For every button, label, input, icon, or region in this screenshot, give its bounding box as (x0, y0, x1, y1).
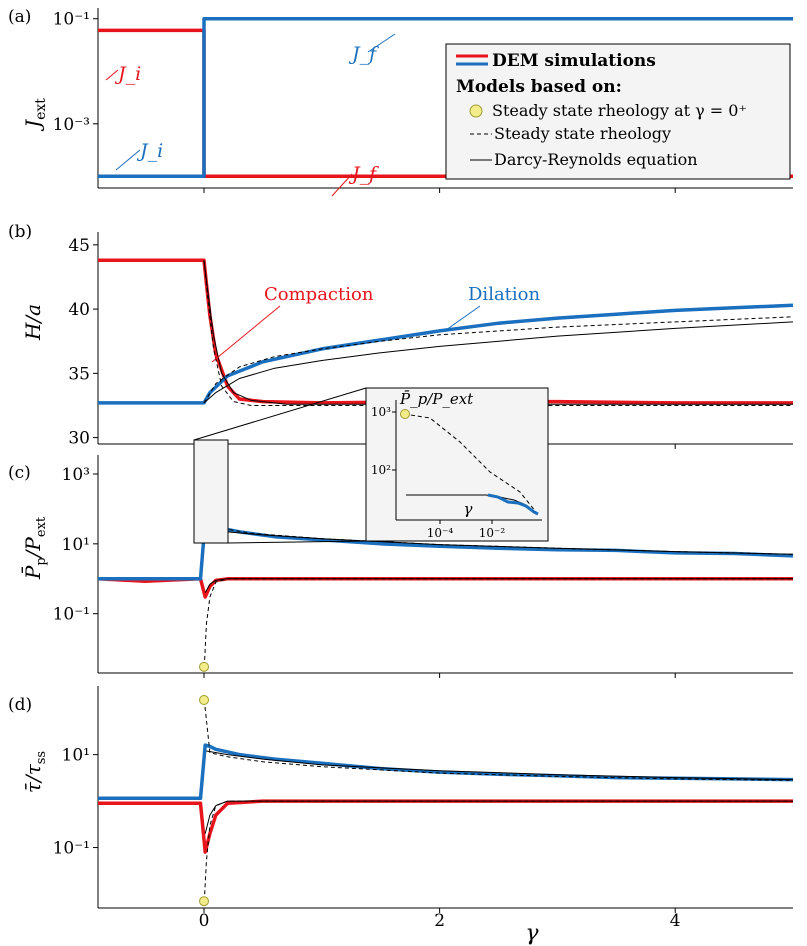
series-red-line (98, 799, 793, 854)
panel-d: 10¹ 10⁻¹ (53, 686, 794, 913)
x-tick-label: 2 (434, 911, 445, 931)
model-marker (199, 896, 210, 907)
ylabel-c: P̄p/Pext (20, 516, 49, 580)
annotation-compaction-pointer (211, 305, 281, 363)
model-marker (199, 694, 210, 705)
annotation-red-ji-pointer (105, 69, 119, 81)
panel-tag-a: (a) (8, 7, 31, 27)
inset-y-tick-label: 10³ (371, 405, 391, 419)
series-darcy-down-line (204, 578, 793, 593)
y-tick-label: 10¹ (62, 746, 90, 766)
ylabel-b: H/a (21, 304, 45, 341)
y-tick-label: 10⁻¹ (53, 10, 90, 30)
x-tick-label: 4 (670, 911, 681, 931)
annotation-blue-ji-pointer (115, 149, 141, 171)
legend-steady: Steady state rheology (494, 124, 671, 143)
series-darcy-up-line (203, 321, 794, 404)
inset-x-tick-label: 10⁻⁴ (427, 526, 454, 540)
legend-marker (469, 104, 483, 118)
series-blue-line (98, 16, 793, 179)
y-tick-label: 30 (68, 429, 90, 449)
legend: DEM simulations Models based on: Steady … (445, 43, 791, 180)
annotation-red-jf: J_f (348, 163, 379, 185)
ylabel-a: Jext (21, 98, 49, 132)
annotation-blue-jf: J_f (348, 43, 379, 65)
annotation-red-ji: J_i (114, 63, 141, 85)
y-tick-label: 10¹ (62, 535, 90, 555)
x-tick-label: 0 (199, 911, 210, 931)
inset-plot: 10³ 10² 10⁻⁴ 10⁻² P̄_p/P_ext γ (365, 387, 549, 542)
series-steady-up-line (203, 316, 794, 404)
inset-y-tick-label: 10² (371, 463, 391, 477)
legend-darcy: Darcy-Reynolds equation (494, 150, 698, 169)
panel-tag-b: (b) (8, 222, 32, 242)
series-steady-up-line (203, 699, 794, 781)
inset-xlabel: γ (464, 500, 473, 518)
y-tick-label: 10⁻¹ (53, 839, 90, 859)
legend-steady-zero: Steady state rheology at γ = 0⁺ (492, 101, 747, 120)
series-steady-down-line (203, 260, 793, 406)
panel-tag-c: (c) (8, 463, 31, 483)
annotation-dilation-pointer (445, 305, 481, 331)
y-tick-label: 40 (68, 300, 90, 320)
y-tick-label: 10³ (62, 465, 90, 485)
x-axis-label: γ (525, 921, 539, 946)
annotation-blue-ji: J_i (136, 140, 163, 162)
series-blue-line (98, 303, 794, 405)
zoom-connector-top (193, 387, 367, 441)
y-tick-label: 45 (68, 236, 90, 256)
y-tick-label: 10⁻¹ (53, 605, 90, 625)
annotation-red-jf-pointer (331, 173, 353, 197)
legend-models-header: Models based on: (456, 77, 622, 97)
y-tick-label: 35 (68, 364, 90, 384)
series-blue-line (98, 743, 794, 801)
model-marker (199, 661, 210, 672)
ylabel-d: τ̄/τss (21, 751, 49, 793)
panel-tag-d: (d) (8, 695, 32, 715)
y-tick-label: 10⁻³ (53, 115, 90, 135)
inset-x-tick-label: 10⁻² (479, 526, 506, 540)
annotation-compaction: Compaction (264, 284, 374, 305)
series-darcy-down-line (203, 260, 793, 405)
inset-marker (400, 409, 410, 419)
series-red-line (97, 577, 793, 599)
inset-ylabel: P̄_p/P_ext (399, 390, 474, 408)
inset-blue-line (487, 493, 539, 516)
series-steady-down-line (203, 578, 793, 667)
legend-box (445, 43, 791, 180)
inset-steady-line (403, 413, 537, 513)
legend-dem: DEM simulations (492, 51, 656, 71)
zoom-box (193, 439, 229, 544)
series-darcy-up-line (206, 750, 794, 781)
zoom-connector-bottom (227, 540, 367, 544)
annotation-blue-jf-pointer (367, 33, 396, 53)
annotation-dilation: Dilation (468, 284, 541, 305)
inset-frame (365, 387, 549, 542)
series-darcy-down-line (204, 800, 793, 834)
series-darcy-up-line (206, 526, 794, 555)
series-steady-down-line (203, 800, 793, 902)
